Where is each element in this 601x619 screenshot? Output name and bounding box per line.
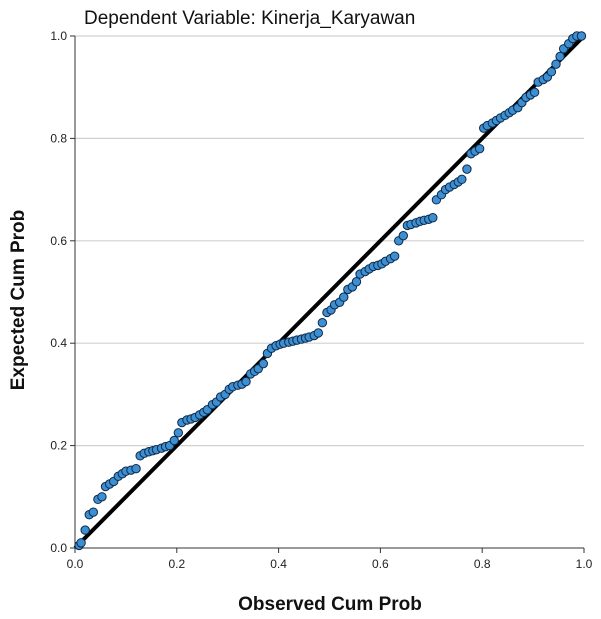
axes — [70, 35, 585, 553]
data-point-14 — [131, 463, 141, 474]
data-point-1 — [76, 538, 86, 548]
x-tick-label: 0.0 — [67, 557, 84, 571]
x-tick-label: 0.4 — [270, 557, 287, 571]
data-point-58 — [317, 318, 328, 328]
data-point-40 — [241, 376, 251, 387]
data-point-119 — [576, 31, 587, 41]
tick-labels: 0.0 0.2 0.4 0.6 0.8 1.0 0.0 0.2 0.4 0.6 0.8 1.0 — [50, 29, 592, 571]
x-tick-label: 1.0 — [576, 557, 593, 571]
chart-title: Dependent Variable: Kinerja_Karyawan — [84, 8, 415, 29]
y-tick-label: 0.4 — [50, 336, 67, 350]
data-point-114 — [555, 51, 565, 62]
data-point-63 — [339, 292, 349, 302]
data-point-113 — [551, 59, 561, 69]
x-axis-label: Observed Cum Prob — [238, 594, 422, 615]
data-point-2 — [80, 525, 90, 535]
data-point-6 — [97, 492, 107, 502]
data-points — [74, 31, 587, 551]
data-point-75 — [389, 251, 400, 261]
data-point-108 — [529, 87, 540, 98]
data-point-57 — [313, 328, 324, 338]
data-point-92 — [462, 164, 472, 174]
data-point-77 — [398, 230, 409, 241]
y-tick-label: 0.2 — [50, 439, 67, 453]
data-point-44 — [258, 358, 269, 369]
y-tick-label: 0.6 — [50, 234, 67, 248]
x-tick-label: 0.6 — [372, 557, 389, 571]
x-tick-label: 0.2 — [168, 557, 185, 571]
data-point-23 — [169, 435, 179, 446]
data-point-95 — [474, 143, 485, 154]
data-point-91 — [457, 174, 467, 185]
data-point-84 — [428, 213, 438, 223]
y-axis-label: Expected Cum Prob — [8, 210, 29, 391]
y-tick-label: 0.0 — [50, 541, 67, 555]
y-tick-label: 0.8 — [50, 131, 67, 145]
grid-lines — [75, 35, 584, 447]
data-point-112 — [546, 67, 557, 77]
data-point-4 — [88, 507, 99, 517]
data-point-24 — [173, 428, 184, 438]
x-tick-label: 0.8 — [474, 557, 491, 571]
data-point-66 — [351, 277, 362, 287]
y-tick-label: 1.0 — [50, 29, 67, 43]
